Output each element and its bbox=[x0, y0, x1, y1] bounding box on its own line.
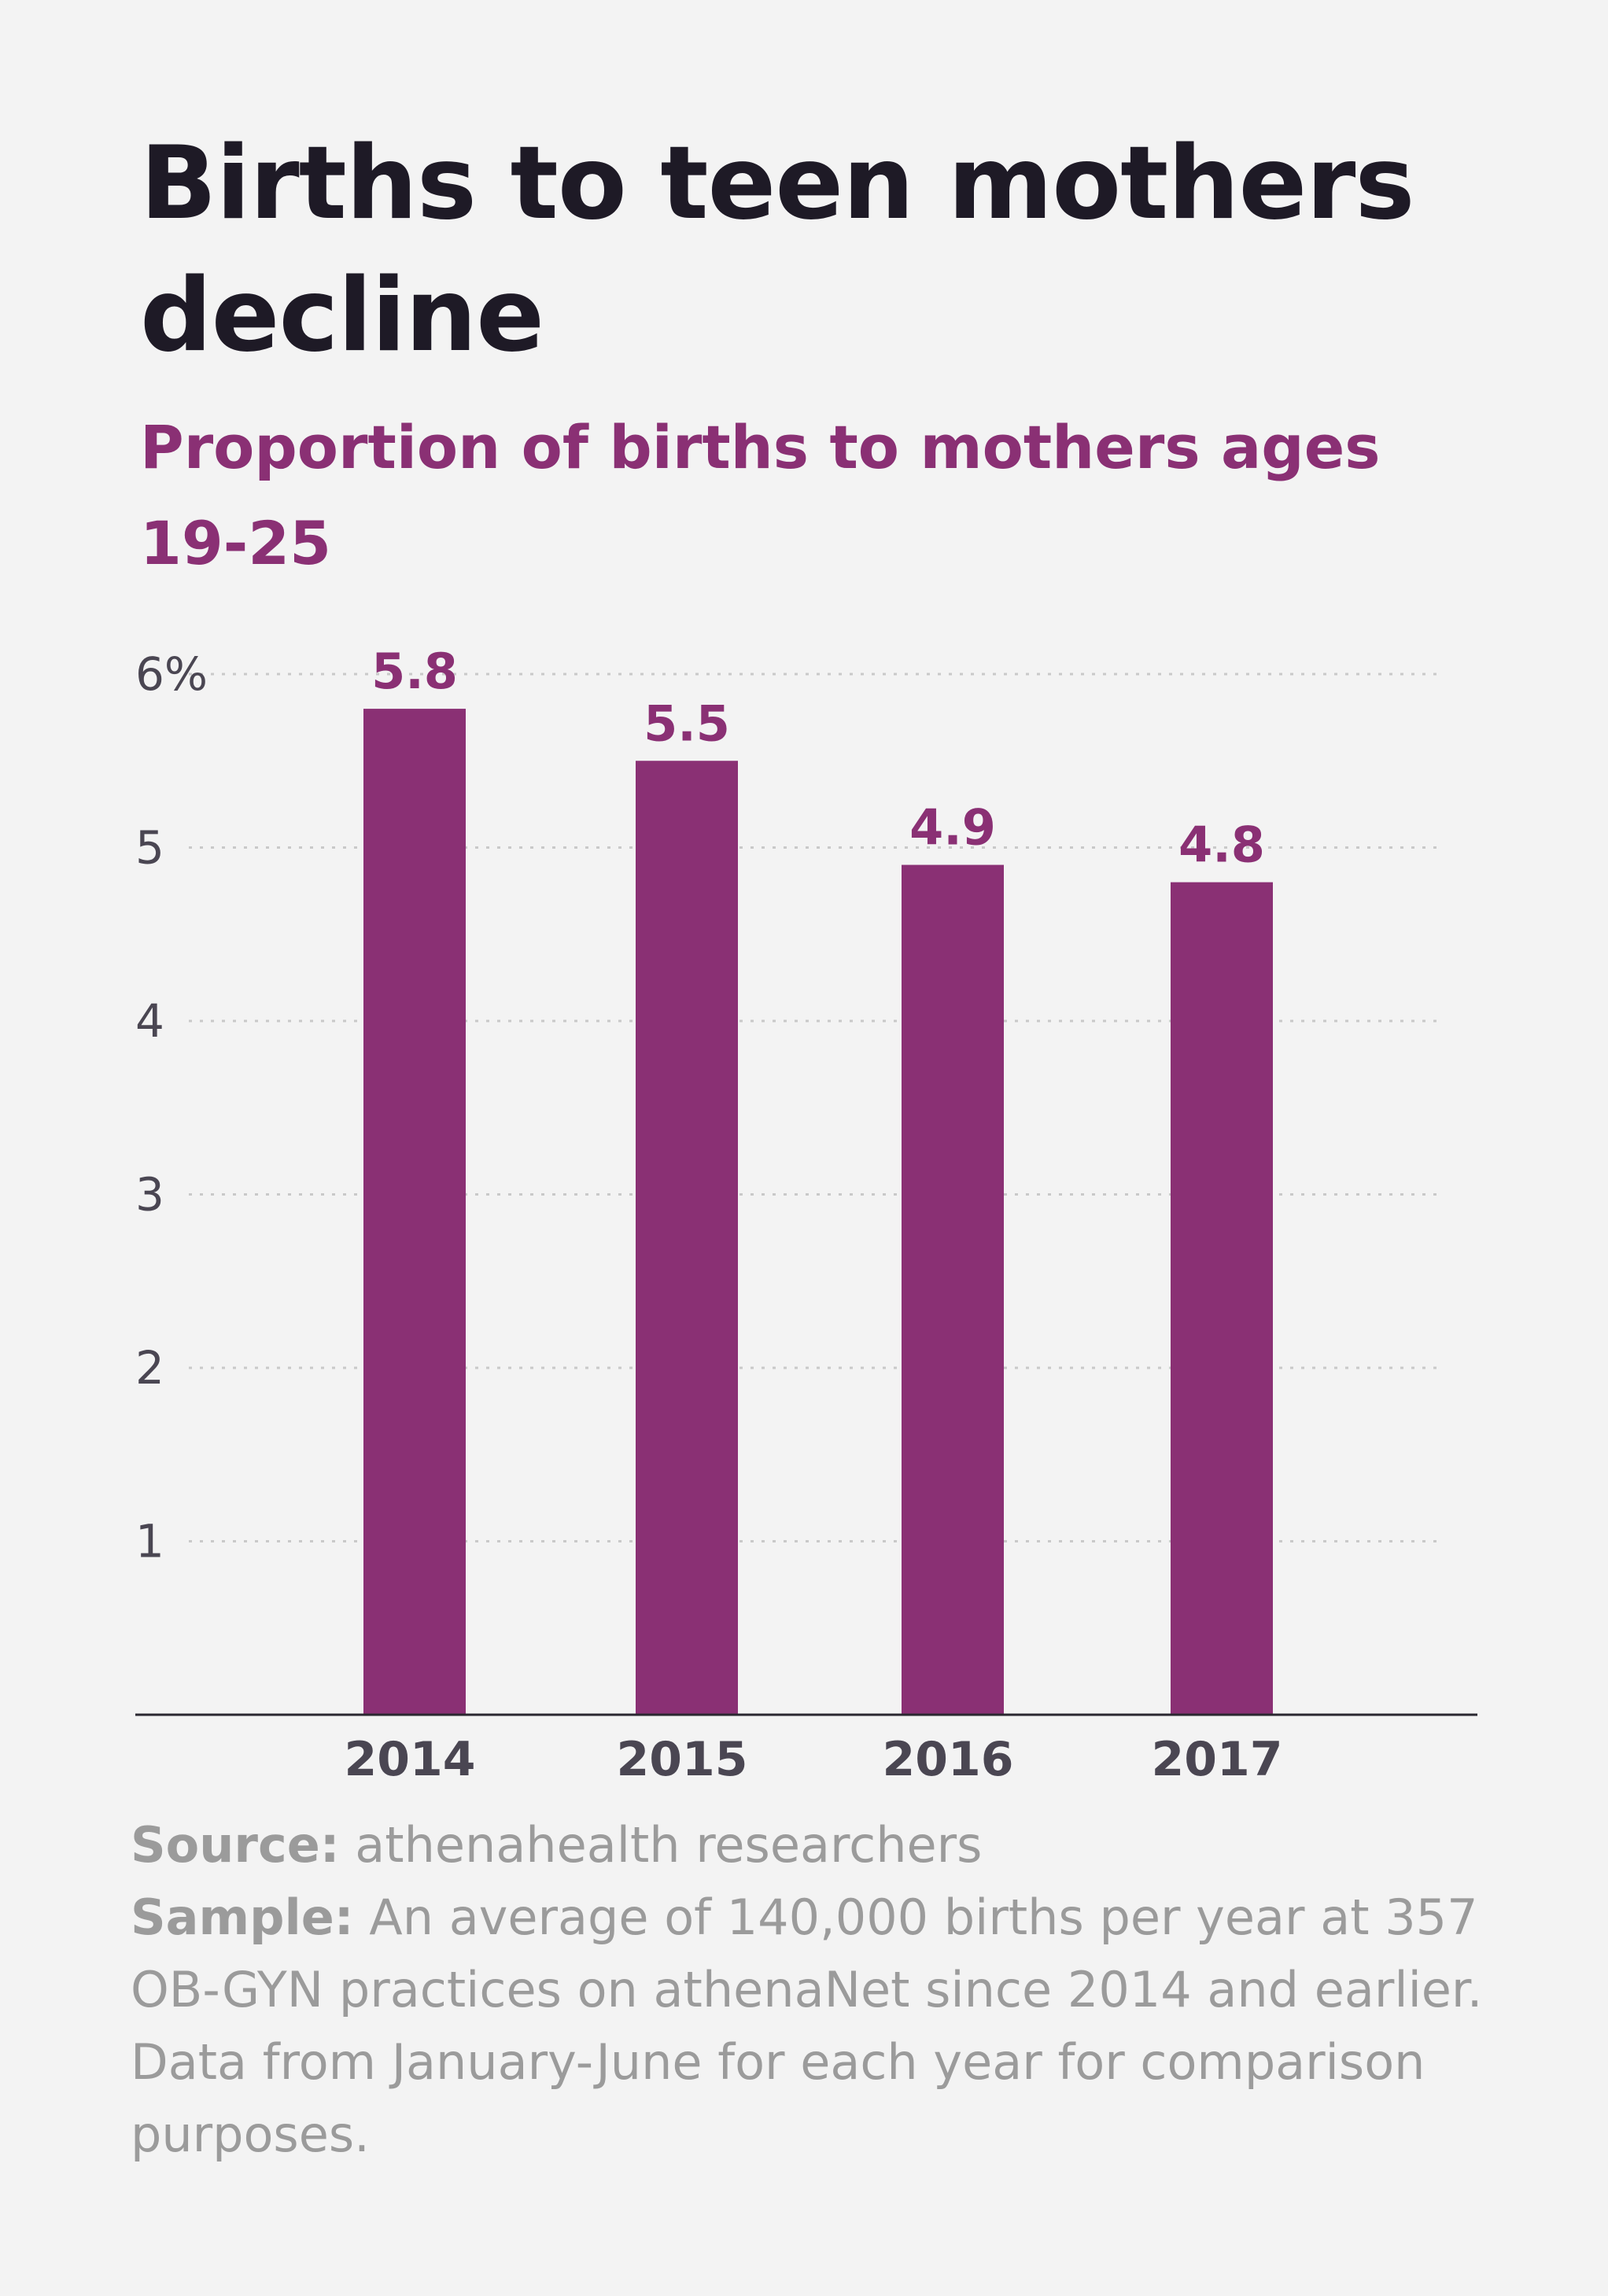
sample-text: An average of 140,000 births per year at… bbox=[131, 1889, 1483, 2163]
x-tick-label-2015: 2015 bbox=[617, 1732, 748, 1778]
bar-chart: 1 2 3 4 5 6% 5.8 5.5 4.9 4.8 2014 2015 2016 2017 bbox=[135, 643, 1477, 1778]
bars bbox=[363, 709, 1273, 1715]
source-label: Source: bbox=[131, 1816, 340, 1874]
y-tick-label: 5 bbox=[135, 821, 164, 875]
y-tick-label: 2 bbox=[135, 1341, 164, 1395]
y-tick-label: 1 bbox=[135, 1515, 164, 1568]
chart-subtitle: Proportion of births to mothers ages 19-… bbox=[140, 412, 1381, 578]
value-label-2014: 5.8 bbox=[371, 643, 458, 700]
bar-2014 bbox=[363, 709, 466, 1715]
x-tick-label-2017: 2017 bbox=[1152, 1732, 1283, 1778]
x-axis-ticks: 2014 2015 2016 2017 bbox=[345, 1732, 1283, 1778]
y-tick-label: 3 bbox=[135, 1168, 164, 1222]
sample-label: Sample: bbox=[131, 1889, 354, 1946]
bar-2015 bbox=[636, 761, 738, 1715]
y-axis-ticks: 1 2 3 4 5 6% bbox=[135, 647, 208, 1568]
bar-2016 bbox=[902, 864, 1004, 1715]
x-tick-label-2016: 2016 bbox=[883, 1732, 1014, 1778]
chart-notes: Source: athenahealth researchers Sample:… bbox=[131, 1809, 1547, 2171]
source-line: Source: athenahealth researchers bbox=[131, 1809, 1547, 1881]
sample-line: Sample: An average of 140,000 births per… bbox=[131, 1881, 1547, 2171]
y-tick-label: 6% bbox=[135, 647, 208, 701]
y-tick-label: 4 bbox=[135, 994, 164, 1048]
value-label-2015: 5.5 bbox=[644, 695, 730, 752]
x-tick-label-2014: 2014 bbox=[345, 1732, 476, 1778]
bar-2017 bbox=[1171, 882, 1273, 1715]
value-labels: 5.8 5.5 4.9 4.8 bbox=[371, 643, 1265, 874]
value-label-2017: 4.8 bbox=[1178, 816, 1265, 874]
chart-title: Births to teen mothers decline bbox=[140, 125, 1415, 374]
value-label-2016: 4.9 bbox=[909, 799, 996, 857]
source-text: athenahealth researchers bbox=[355, 1816, 983, 1874]
